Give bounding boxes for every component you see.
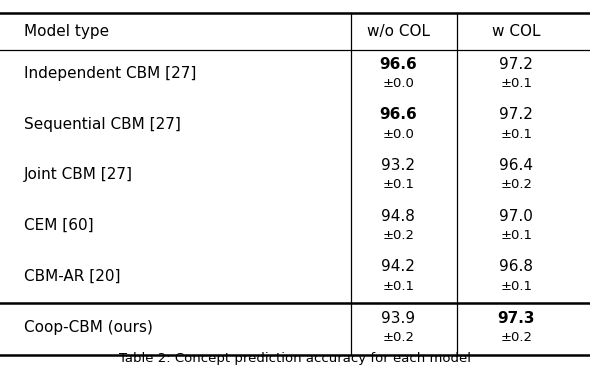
Text: 93.9: 93.9 xyxy=(381,311,415,326)
Text: ±0.2: ±0.2 xyxy=(382,229,414,242)
Text: Sequential CBM [27]: Sequential CBM [27] xyxy=(24,117,181,132)
Text: Coop-CBM (ours): Coop-CBM (ours) xyxy=(24,320,152,335)
Text: w COL: w COL xyxy=(492,24,540,39)
Text: ±0.1: ±0.1 xyxy=(382,280,414,292)
Text: ±0.2: ±0.2 xyxy=(500,331,532,344)
Text: Joint CBM [27]: Joint CBM [27] xyxy=(24,167,133,182)
Text: 97.2: 97.2 xyxy=(499,108,533,122)
Text: ±0.0: ±0.0 xyxy=(382,128,414,141)
Text: 97.0: 97.0 xyxy=(499,209,533,224)
Text: 93.2: 93.2 xyxy=(381,158,415,173)
Text: ±0.1: ±0.1 xyxy=(382,179,414,191)
Text: ±0.2: ±0.2 xyxy=(382,331,414,344)
Text: CEM [60]: CEM [60] xyxy=(24,218,93,233)
Text: 96.4: 96.4 xyxy=(499,158,533,173)
Text: Table 2: Concept prediction accuracy for each model: Table 2: Concept prediction accuracy for… xyxy=(119,352,471,365)
Text: ±0.0: ±0.0 xyxy=(382,77,414,90)
Text: 97.2: 97.2 xyxy=(499,57,533,72)
Text: ±0.1: ±0.1 xyxy=(500,280,532,292)
Text: 96.8: 96.8 xyxy=(499,259,533,274)
Text: w/o COL: w/o COL xyxy=(367,24,430,39)
Text: 94.2: 94.2 xyxy=(381,259,415,274)
Text: 97.3: 97.3 xyxy=(497,311,535,326)
Text: CBM-AR [20]: CBM-AR [20] xyxy=(24,269,120,283)
Text: 96.6: 96.6 xyxy=(379,108,417,122)
Text: Independent CBM [27]: Independent CBM [27] xyxy=(24,66,196,81)
Text: 96.6: 96.6 xyxy=(379,57,417,72)
Text: ±0.2: ±0.2 xyxy=(500,179,532,191)
Text: ±0.1: ±0.1 xyxy=(500,128,532,141)
Text: 94.8: 94.8 xyxy=(381,209,415,224)
Text: Model type: Model type xyxy=(24,24,109,39)
Text: ±0.1: ±0.1 xyxy=(500,229,532,242)
Text: ±0.1: ±0.1 xyxy=(500,77,532,90)
